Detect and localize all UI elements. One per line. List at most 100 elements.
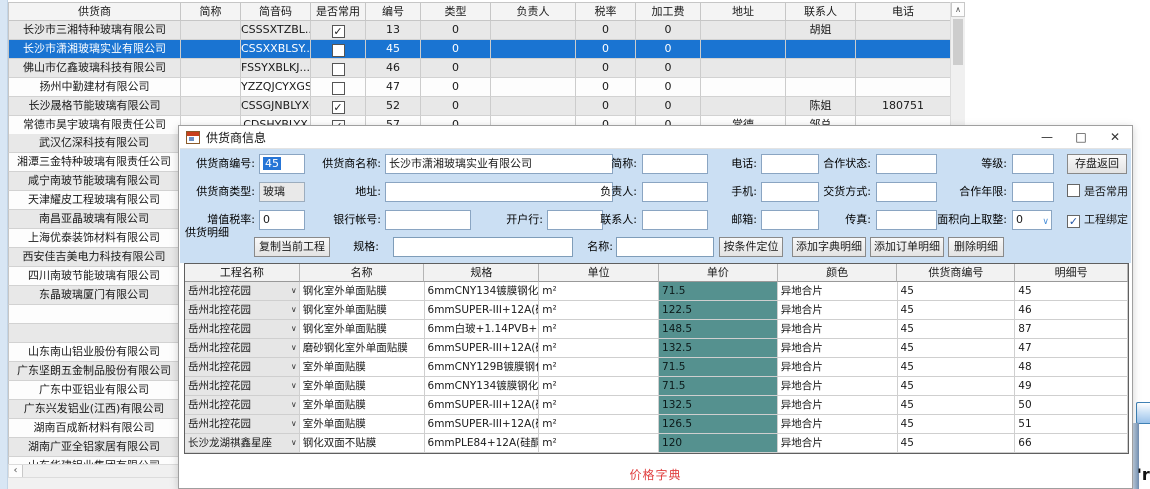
delete-button[interactable]: 删除明细 xyxy=(948,237,1004,257)
detail-cell-0[interactable]: 岳州北控花园 ∨ xyxy=(185,396,300,415)
email-field[interactable] xyxy=(761,210,819,230)
supplier-list-item[interactable]: 上海优泰装饰材料有限公司 xyxy=(8,229,180,248)
column-header-no[interactable]: 编号 xyxy=(366,3,421,21)
column-header-common[interactable]: 是否常用 xyxy=(311,3,366,21)
detail-row[interactable]: 岳州北控花园∨室外单面贴膜6mmSUPER-III+12A(硅...m²132.… xyxy=(185,396,1129,415)
detail-row[interactable]: 岳州北控花园∨钢化室外单面贴膜6mmSUPER-III+12A(硅...m²12… xyxy=(185,301,1129,320)
supplier-row[interactable]: 长沙市潇湘玻璃实业有限公司 CSSXXBLSY... 45 0 0 0 xyxy=(9,40,951,59)
detail-row[interactable]: 岳州北控花园∨钢化室外单面贴膜6mm白玻+1.14PVB+6mm...m²148… xyxy=(185,320,1129,339)
chevron-down-icon[interactable]: ∨ xyxy=(290,381,297,390)
coop-status-field[interactable] xyxy=(876,154,937,174)
supplier-list-item[interactable]: 咸宁南玻节能玻璃有限公司 xyxy=(8,172,180,191)
project-bind-check-box[interactable]: ✓ xyxy=(1067,215,1080,228)
column-header-phone[interactable]: 电话 xyxy=(856,3,951,21)
supplier-name-field[interactable]: 长沙市潇湘玻璃实业有限公司 xyxy=(385,154,613,174)
detail-cell-0[interactable]: 岳州北控花园 ∨ xyxy=(185,358,300,377)
detail-cell-0[interactable]: 岳州北控花园 ∨ xyxy=(185,320,300,339)
fax-field[interactable] xyxy=(876,210,937,230)
save-button[interactable]: 存盘返回 xyxy=(1067,154,1127,174)
supplier-list-item[interactable]: 南昌亚晶玻璃有限公司 xyxy=(8,210,180,229)
common-use-checkbox[interactable]: ✓ xyxy=(331,100,345,114)
chevron-down-icon[interactable]: ∨ xyxy=(290,419,297,428)
detail-cell-0[interactable]: 长沙龙湖祺鑫星座 ∨ xyxy=(185,434,300,453)
supplier-list-item[interactable]: 四川南玻节能玻璃有限公司 xyxy=(8,267,180,286)
supplier-list-item[interactable]: 湖南广亚全铝家居有限公司 xyxy=(8,438,180,457)
add-order-button[interactable]: 添加订单明细 xyxy=(870,237,944,257)
detail-row[interactable]: 岳州北控花园 ∨ 钢化室外单面贴膜 6mmCNY134镀膜钢化 m² 71.5 异地合片 45… xyxy=(185,282,1129,301)
column-header-manager[interactable]: 负责人 xyxy=(491,3,576,21)
supplier-list-item[interactable] xyxy=(8,324,180,343)
close-icon[interactable]: ✕ xyxy=(1109,130,1121,144)
chevron-down-icon[interactable]: ∨ xyxy=(290,305,297,314)
supplier-list-item[interactable]: 山东南山铝业股份有限公司 xyxy=(8,343,180,362)
detail-cell-0[interactable]: 岳州北控花园 ∨ xyxy=(185,377,300,396)
chevron-down-icon[interactable]: ∨ xyxy=(290,286,297,295)
supplier-list-item[interactable]: 广东中亚铝业有限公司 xyxy=(8,381,180,400)
column-header-name[interactable]: 供货商 xyxy=(9,3,181,21)
scroll-left-icon[interactable]: ‹ xyxy=(9,465,23,477)
scrollbar-thumb[interactable] xyxy=(953,19,963,65)
minimize-icon[interactable]: — xyxy=(1041,130,1053,144)
detail-cell-0[interactable]: 岳州北控花园 ∨ xyxy=(185,282,300,301)
column-header-addr[interactable]: 地址 xyxy=(701,3,786,21)
detail-row[interactable]: 岳州北控花园∨磨砂钢化室外单面贴膜6mmSUPER-III+12A(硅...m²… xyxy=(185,339,1129,358)
grade-field[interactable] xyxy=(1012,154,1054,174)
column-header-pycode[interactable]: 简音码 xyxy=(241,3,311,21)
maximize-icon[interactable]: □ xyxy=(1075,130,1087,144)
coop-years-field[interactable] xyxy=(1012,182,1054,202)
vertical-scrollbar[interactable]: ∧ xyxy=(950,2,965,134)
chevron-down-icon[interactable]: ∨ xyxy=(290,343,297,352)
spec-input[interactable] xyxy=(393,237,573,257)
manager-field[interactable] xyxy=(642,182,708,202)
detail-row[interactable]: 岳州北控花园 ∨ 室外单面贴膜 6mmCNY129B镀膜钢化 m² 71.5 异地合片 45 4… xyxy=(185,358,1129,377)
project-bind-check[interactable]: ✓ 工程绑定 xyxy=(1067,210,1128,230)
column-header-abbr[interactable]: 简称 xyxy=(181,3,241,21)
area-round-field[interactable]: 0 ∨ xyxy=(1012,210,1052,230)
column-header-tax[interactable]: 税率 xyxy=(576,3,636,21)
supplier-list-item[interactable]: 武汉亿深科技有限公司 xyxy=(8,134,180,153)
common-check[interactable]: 是否常用 xyxy=(1067,182,1128,202)
common-use-checkbox[interactable]: ✓ xyxy=(331,24,345,38)
supplier-list-item[interactable]: 湖南百成新材料有限公司 xyxy=(8,419,180,438)
name-input[interactable] xyxy=(616,237,714,257)
chevron-down-icon[interactable]: ∨ xyxy=(290,324,297,333)
supplier-list-item[interactable] xyxy=(8,305,180,324)
locate-button[interactable]: 按条件定位 xyxy=(719,237,783,257)
supplier-list-item[interactable]: 广东坚朗五金制品股份有限公司 xyxy=(8,362,180,381)
delivery-mode-field[interactable] xyxy=(876,182,937,202)
copy-button[interactable]: 复制当前工程 xyxy=(254,237,330,257)
common-check-box[interactable] xyxy=(1067,184,1080,197)
detail-cell-0[interactable]: 岳州北控花园 ∨ xyxy=(185,301,300,320)
common-use-checkbox[interactable] xyxy=(331,81,345,95)
detail-row[interactable]: 岳州北控花园∨室外单面贴膜6mmSUPER-III+12A(硅...m²126.… xyxy=(185,415,1129,434)
common-use-checkbox[interactable] xyxy=(331,62,345,76)
mobile-field[interactable] xyxy=(761,182,819,202)
supplier-list-item[interactable]: 广东兴发铝业(江西)有限公司 xyxy=(8,400,180,419)
chevron-down-icon[interactable]: ∨ xyxy=(290,362,297,371)
bank-account-field[interactable] xyxy=(385,210,471,230)
contact-field[interactable] xyxy=(642,210,708,230)
chevron-down-icon[interactable]: ∨ xyxy=(1042,217,1049,227)
detail-cell-0[interactable]: 岳州北控花园 ∨ xyxy=(185,415,300,434)
scroll-up-icon[interactable]: ∧ xyxy=(951,2,965,17)
phone-field[interactable] xyxy=(761,154,819,174)
chevron-down-icon[interactable]: ∨ xyxy=(290,400,297,409)
dialog-titlebar[interactable]: 供货商信息 — □ ✕ xyxy=(179,126,1132,148)
bank-branch-field[interactable] xyxy=(547,210,603,230)
supplier-row[interactable]: 佛山市亿鑫玻璃科技有限公司 FSSYXBLKJ... 46 0 0 0 xyxy=(9,59,951,78)
address-field[interactable] xyxy=(385,182,613,202)
supplier-list-item[interactable]: 湘潭三金特种玻璃有限责任公司 xyxy=(8,153,180,172)
supplier-row[interactable]: 长沙市三湘特种玻璃有限公司 CSSSXTZBL... ✓ 13 0 0 0 胡姐 xyxy=(9,21,951,40)
abbr-field[interactable] xyxy=(642,154,708,174)
detail-cell-0[interactable]: 岳州北控花园 ∨ xyxy=(185,339,300,358)
column-header-type[interactable]: 类型 xyxy=(421,3,491,21)
common-use-checkbox[interactable] xyxy=(331,43,345,57)
column-header-fee[interactable]: 加工费 xyxy=(636,3,701,21)
horizontal-scrollbar[interactable]: ‹ xyxy=(8,464,180,478)
supplier-no-field[interactable]: 45 xyxy=(259,154,305,174)
vat-rate-field[interactable]: 0 xyxy=(259,210,305,230)
add-dict-button[interactable]: 添加字典明细 xyxy=(792,237,866,257)
supplier-type-field[interactable]: 玻璃 xyxy=(259,182,305,202)
supplier-list-item[interactable]: 东晶玻璃厦门有限公司 xyxy=(8,286,180,305)
